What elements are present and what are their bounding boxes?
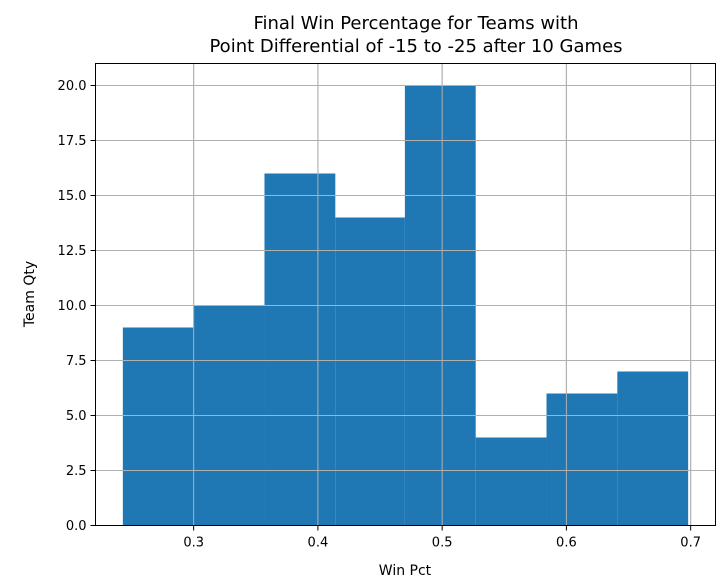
x-tick-label: 0.4 (308, 536, 329, 551)
y-tick-label: 20.0 (58, 79, 87, 94)
x-tick-label: 0.3 (183, 536, 204, 551)
plot-frame (95, 63, 716, 526)
x-tick-label: 0.7 (680, 536, 701, 551)
x-tick-label: 0.6 (556, 536, 577, 551)
y-axis-label: Team Qty (22, 261, 38, 328)
y-tick-label: 12.5 (58, 244, 87, 259)
y-tick-label: 0.0 (66, 519, 87, 534)
chart-title-line-1: Final Win Percentage for Teams with (253, 13, 578, 34)
histogram-bar-6 (475, 437, 547, 526)
x-axis-label: Win Pct (379, 563, 432, 579)
x-tick-label: 0.5 (432, 536, 453, 551)
y-tick-label: 17.5 (58, 134, 87, 149)
x-axis-ticks: 0.3 0.4 0.5 0.6 0.7 (183, 525, 701, 551)
y-axis-ticks: 0.0 2.5 5.0 7.5 10.0 12.5 15.0 17.5 20.0 (58, 79, 96, 534)
chart-title-line-2: Point Differential of -15 to -25 after 1… (209, 36, 622, 57)
histogram-bar-7 (546, 393, 618, 526)
y-tick-label: 2.5 (66, 464, 87, 479)
y-tick-label: 7.5 (66, 354, 87, 369)
histogram-bar-4 (335, 217, 405, 526)
histogram-bars (95, 63, 716, 526)
y-tick-label: 5.0 (66, 409, 87, 424)
y-tick-label: 10.0 (58, 299, 87, 314)
histogram-bar-8 (617, 371, 689, 526)
histogram-bar-3 (264, 173, 336, 526)
histogram-bar-1 (122, 327, 194, 526)
y-tick-label: 15.0 (58, 189, 87, 204)
